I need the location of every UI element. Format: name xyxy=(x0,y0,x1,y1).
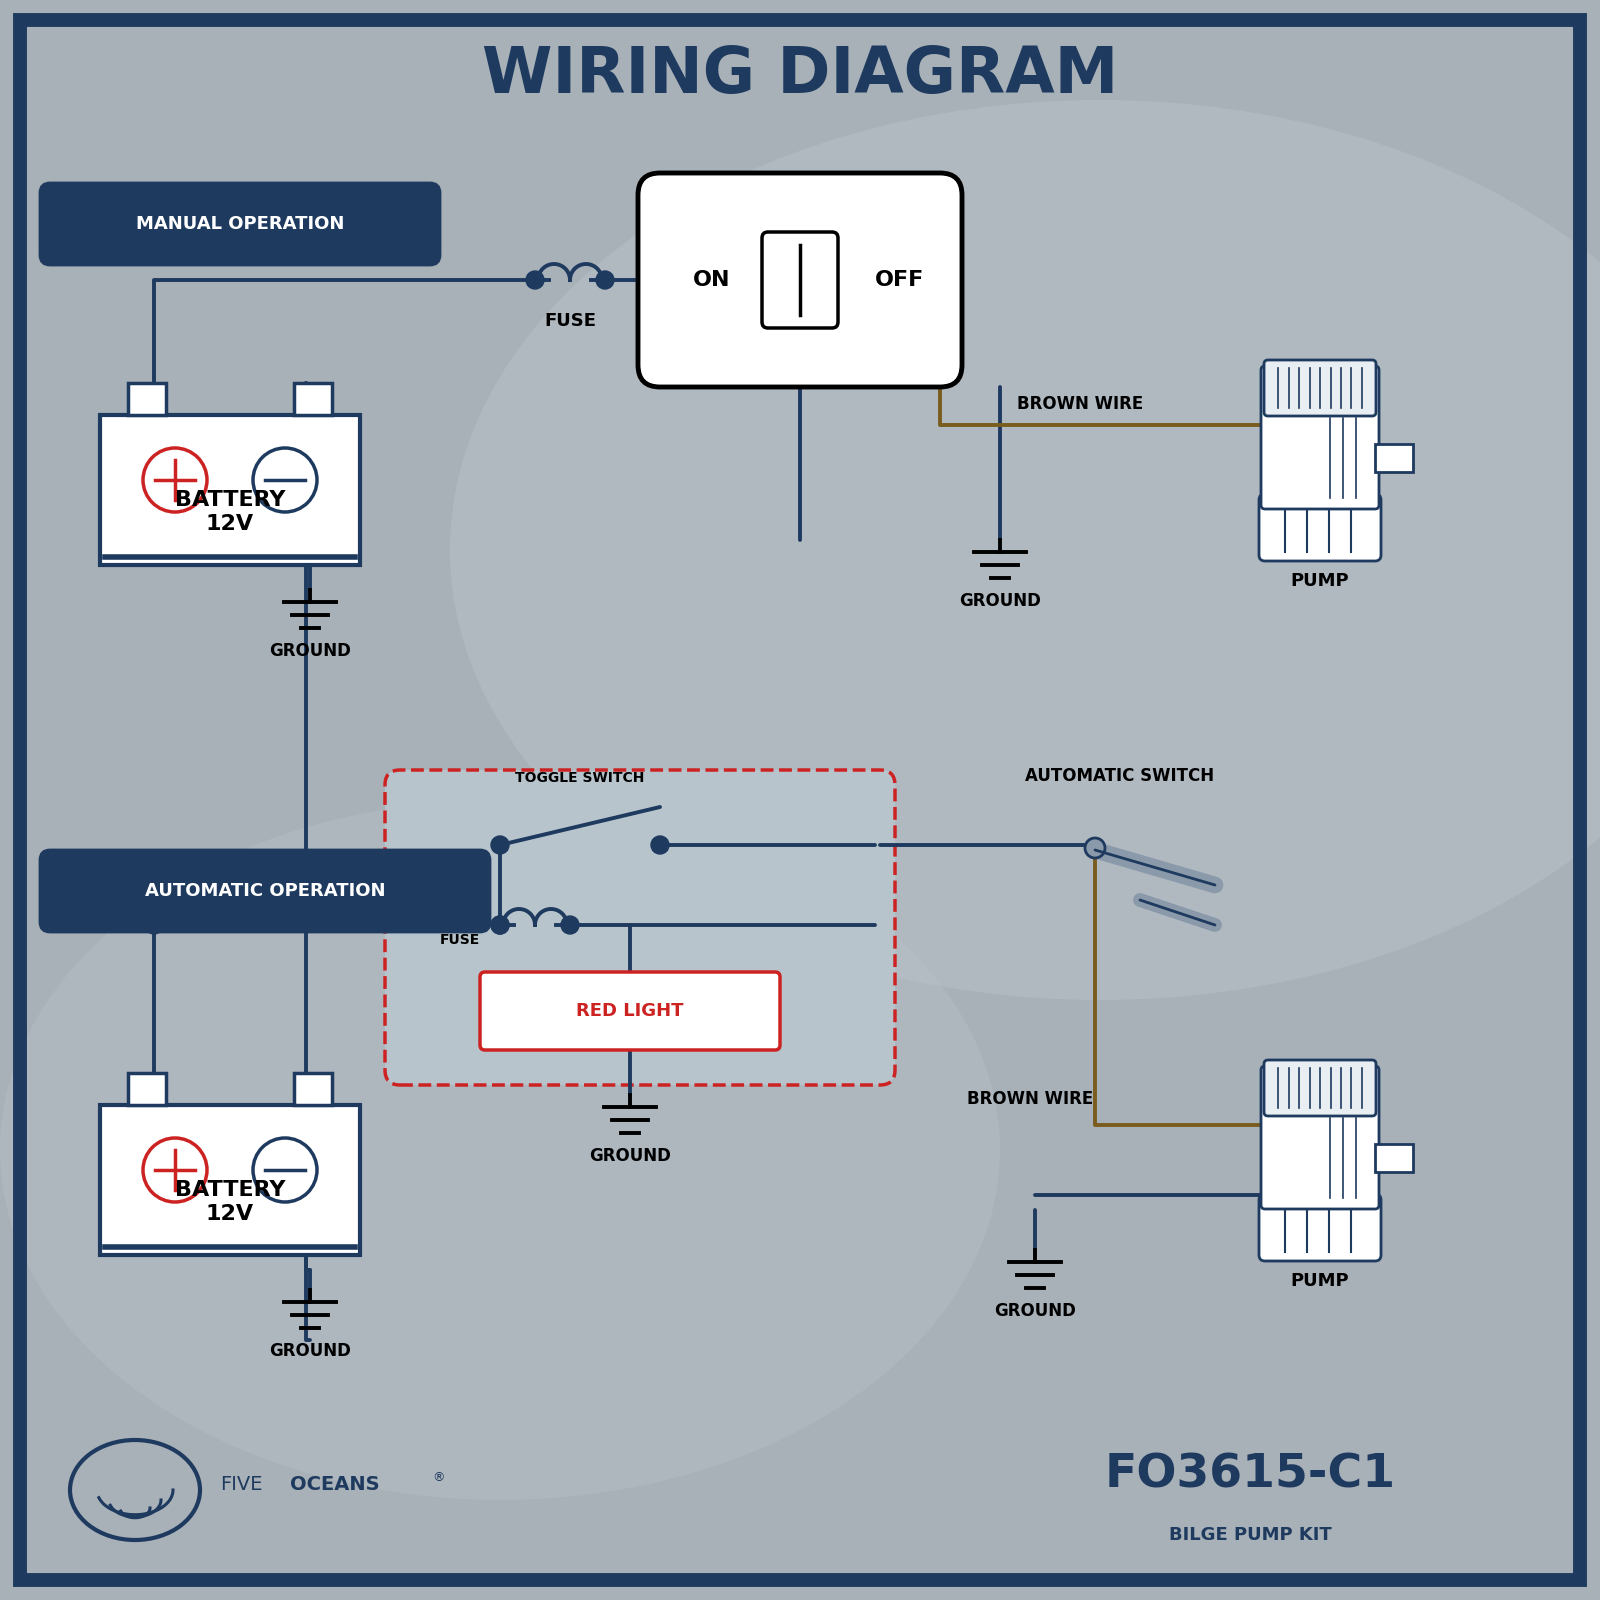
Circle shape xyxy=(1085,838,1106,858)
Text: RED LIGHT: RED LIGHT xyxy=(576,1002,683,1021)
Text: FUSE: FUSE xyxy=(440,933,480,947)
Bar xyxy=(1374,443,1413,472)
Circle shape xyxy=(491,835,509,854)
FancyBboxPatch shape xyxy=(1264,360,1376,416)
FancyBboxPatch shape xyxy=(762,232,838,328)
Text: ON: ON xyxy=(693,270,731,290)
Text: PUMP: PUMP xyxy=(1291,573,1349,590)
Circle shape xyxy=(526,270,544,290)
Text: FIVE: FIVE xyxy=(221,1475,262,1494)
Text: BROWN WIRE: BROWN WIRE xyxy=(1018,395,1142,413)
FancyBboxPatch shape xyxy=(99,414,360,565)
Text: BROWN WIRE: BROWN WIRE xyxy=(966,1090,1093,1107)
Text: FUSE: FUSE xyxy=(544,312,595,330)
Text: GROUND: GROUND xyxy=(994,1302,1075,1320)
Text: GROUND: GROUND xyxy=(269,642,350,659)
Circle shape xyxy=(491,915,509,934)
Text: TOGGLE SWITCH: TOGGLE SWITCH xyxy=(515,771,645,786)
Bar xyxy=(1374,1144,1413,1171)
FancyBboxPatch shape xyxy=(40,182,440,266)
FancyBboxPatch shape xyxy=(480,971,781,1050)
Ellipse shape xyxy=(450,99,1600,1000)
FancyBboxPatch shape xyxy=(99,1106,360,1254)
FancyBboxPatch shape xyxy=(386,770,894,1085)
Circle shape xyxy=(146,915,163,934)
FancyBboxPatch shape xyxy=(638,173,962,387)
Text: BATTERY
12V: BATTERY 12V xyxy=(174,1181,285,1224)
Text: FO3615-C1: FO3615-C1 xyxy=(1104,1453,1395,1498)
Bar xyxy=(128,382,166,414)
Text: BATTERY
12V: BATTERY 12V xyxy=(174,490,285,533)
Text: AUTOMATIC OPERATION: AUTOMATIC OPERATION xyxy=(144,882,386,899)
Text: OCEANS: OCEANS xyxy=(290,1475,379,1494)
Bar xyxy=(128,1074,166,1106)
Text: OFF: OFF xyxy=(875,270,925,290)
Text: BILGE PUMP KIT: BILGE PUMP KIT xyxy=(1168,1526,1331,1544)
Circle shape xyxy=(651,835,669,854)
Text: GROUND: GROUND xyxy=(269,1342,350,1360)
Text: GROUND: GROUND xyxy=(958,592,1042,610)
Bar xyxy=(294,1074,331,1106)
FancyBboxPatch shape xyxy=(1259,494,1381,562)
Text: WIRING DIAGRAM: WIRING DIAGRAM xyxy=(482,43,1118,106)
FancyBboxPatch shape xyxy=(1261,366,1379,509)
Text: ®: ® xyxy=(432,1472,445,1485)
FancyBboxPatch shape xyxy=(1261,1066,1379,1210)
Text: GROUND: GROUND xyxy=(589,1147,670,1165)
Circle shape xyxy=(595,270,614,290)
Circle shape xyxy=(562,915,579,934)
Circle shape xyxy=(491,915,509,934)
Text: PUMP: PUMP xyxy=(1291,1272,1349,1290)
FancyBboxPatch shape xyxy=(40,850,490,931)
FancyBboxPatch shape xyxy=(1259,1194,1381,1261)
FancyBboxPatch shape xyxy=(1264,1059,1376,1117)
Ellipse shape xyxy=(0,800,1000,1501)
Text: MANUAL OPERATION: MANUAL OPERATION xyxy=(136,214,344,234)
Text: AUTOMATIC SWITCH: AUTOMATIC SWITCH xyxy=(1026,766,1214,786)
Bar xyxy=(294,382,331,414)
